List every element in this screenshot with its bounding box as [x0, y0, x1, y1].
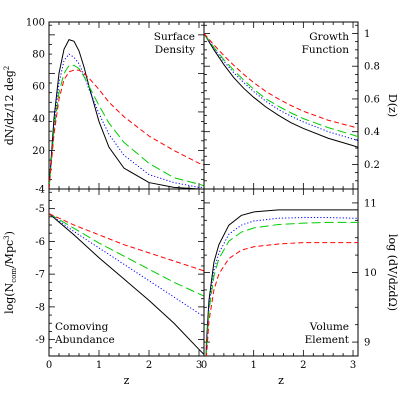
y-tick-label: 80 — [32, 50, 45, 61]
y-tick-label: 40 — [32, 114, 45, 125]
panel-title-line: Density — [155, 44, 195, 56]
y-tick-label: -8 — [35, 302, 45, 313]
series-line-solid — [204, 33, 358, 148]
y-tick-label: 0.4 — [364, 127, 380, 138]
y-tick-label: 60 — [32, 82, 45, 93]
y-tick-label: 0.2 — [364, 160, 380, 171]
y-tick-label: -6 — [35, 237, 45, 248]
x-tick-label: 3 — [196, 360, 202, 371]
y-axis-label: dN/dz/12 deg2 — [3, 66, 16, 145]
x-tick-label: 2 — [146, 360, 152, 371]
y-axis-label: log (dV/dzdΩ) — [386, 234, 399, 311]
series-line-dashed — [49, 69, 204, 189]
x-axis-label: z — [124, 374, 130, 387]
y-axis-label: D(z) — [386, 94, 399, 117]
y-tick-label: -9 — [35, 335, 45, 346]
panel-title-line: Comoving — [55, 321, 109, 333]
series-line-dashed — [205, 242, 358, 356]
x-tick-label: 1 — [96, 360, 102, 371]
y-axis-label: log(Ncom/Mpc3) — [3, 231, 18, 314]
y-tick-label: 1 — [364, 29, 370, 40]
y-tick-label: 100 — [26, 18, 45, 29]
panel-title-line: Element — [305, 334, 350, 346]
y-tick-label: -5 — [35, 204, 45, 215]
y-tick-label: -7 — [35, 270, 45, 281]
series-line-solid — [49, 213, 204, 355]
series-line-solid — [49, 39, 204, 189]
y-tick-label: 20 — [32, 146, 45, 157]
y-tick-label: -4 — [35, 185, 45, 196]
panel-title-line: Growth — [309, 31, 349, 43]
x-tick-label: 0 — [46, 360, 52, 371]
x-axis-label: z — [278, 374, 284, 387]
series-line-longdash — [49, 64, 204, 189]
panel-title-line: Volume — [309, 321, 349, 333]
x-tick-label: 2 — [300, 360, 306, 371]
series-line-solid — [205, 209, 358, 356]
y-tick-label: 10 — [364, 268, 377, 279]
series-line-longdash — [204, 33, 358, 138]
series-line-dashed — [204, 33, 358, 129]
series-line-longdash — [49, 213, 204, 297]
series-line-dashed — [49, 213, 204, 272]
x-tick-label: 0 — [201, 360, 207, 371]
x-tick-label: 3 — [350, 360, 356, 371]
panel-title-line: Function — [302, 44, 350, 56]
y-tick-label: 0.8 — [364, 62, 380, 73]
x-tick-label: 1 — [250, 360, 256, 371]
panel-title-line: Abundance — [54, 334, 115, 346]
series-line-dotted — [49, 53, 204, 189]
series-line-dotted — [49, 213, 204, 318]
y-tick-label: 0.6 — [364, 94, 380, 105]
series-line-longdash — [205, 221, 358, 356]
y-tick-label: 11 — [364, 198, 377, 209]
y-tick-label: 9 — [364, 338, 370, 349]
panel-title-line: Surface — [154, 31, 195, 43]
series-line-dotted — [205, 217, 358, 356]
